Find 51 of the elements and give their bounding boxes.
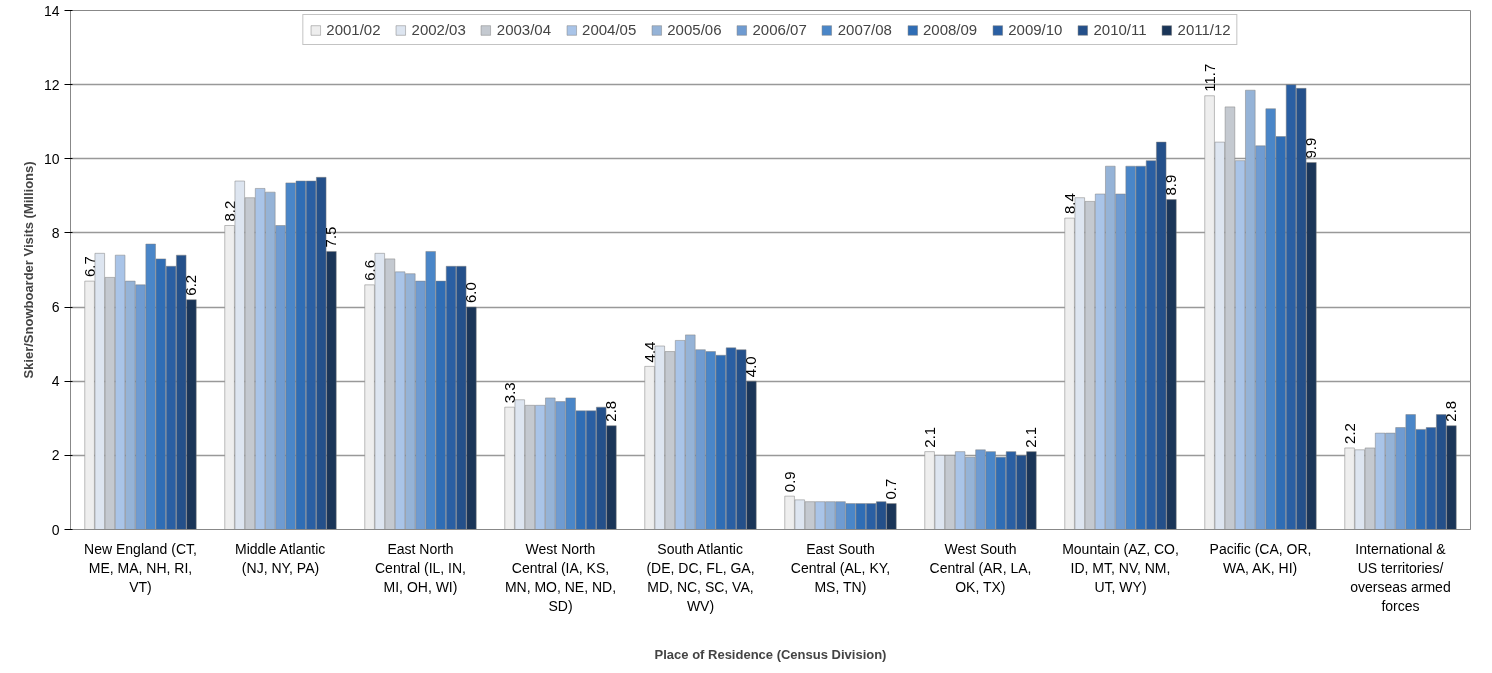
legend-label: 2004/05 <box>582 21 637 38</box>
x-tick-label: East South Central (AL, KY, MS, TN) <box>790 540 891 595</box>
data-label: 2.8 <box>602 400 620 422</box>
x-tick-label: International & US territories/ overseas armed forces <box>1350 540 1451 615</box>
y-tick-label: 10 <box>43 150 60 167</box>
data-label: 2.1 <box>920 426 938 448</box>
legend-label: 2011/12 <box>1177 21 1231 38</box>
legend-label: 2003/04 <box>496 21 552 38</box>
y-tick-label: 12 <box>43 76 60 93</box>
data-label: 6.6 <box>360 259 378 281</box>
data-label: 7.5 <box>322 226 340 248</box>
x-tick-label: New England (CT, ME, MA, NH, RI, VT) <box>84 540 197 595</box>
legend-label: 2008/09 <box>922 21 978 38</box>
legend-label: 2010/11 <box>1093 21 1147 38</box>
data-label: 8.9 <box>1162 174 1180 196</box>
y-tick-label: 4 <box>51 373 60 390</box>
x-tick-label: West North Central (IA, KS, MN, MO, NE, ND, SD) <box>504 540 617 615</box>
data-label: 2.8 <box>1442 400 1460 422</box>
y-tick-label: 2 <box>51 447 60 464</box>
y-axis-title: Skier/Snowboarder Visits (Millions) <box>20 161 36 379</box>
data-label: 0.7 <box>882 478 900 500</box>
data-label: 6.2 <box>182 274 200 296</box>
x-tick-label: South Atlantic (DE, DC, FL, GA, MD, NC, SC, VA, WV) <box>646 540 755 615</box>
data-label: 6.7 <box>80 256 98 278</box>
data-label: 9.9 <box>1302 137 1320 159</box>
x-tick-label: East North Central (IL, IN, MI, OH, WI) <box>374 540 467 595</box>
data-label: 4.4 <box>640 341 658 363</box>
legend-label: 2002/03 <box>411 21 466 38</box>
data-label: 2.2 <box>1340 423 1358 444</box>
y-tick-label: 6 <box>51 299 60 316</box>
legend-label: 2007/08 <box>837 21 892 38</box>
y-tick-label: 8 <box>51 224 60 241</box>
data-label: 6.0 <box>462 282 480 304</box>
legend-label: 2005/06 <box>667 21 722 38</box>
data-label: 11.7 <box>1200 63 1218 92</box>
x-tick-label: Mountain (AZ, CO, ID, MT, NV, NM, UT, WY) <box>1062 540 1179 595</box>
x-tick-label: West South Central (AR, LA, OK, TX) <box>929 540 1032 595</box>
x-axis-title: Place of Residence (Census Division) <box>654 647 887 663</box>
x-tick-label: Middle Atlantic (NJ, NY, PA) <box>234 540 326 576</box>
legend-label: 2009/10 <box>1008 21 1063 38</box>
legend-label: 2001/02 <box>326 21 381 38</box>
data-label: 3.3 <box>500 382 518 404</box>
x-tick-label: Pacific (CA, OR, WA, AK, HI) <box>1209 540 1312 576</box>
data-label: 0.9 <box>780 471 798 493</box>
data-label: 8.2 <box>220 200 238 222</box>
data-label: 2.1 <box>1022 426 1040 448</box>
data-label: 4.0 <box>742 356 760 378</box>
legend-label: 2006/07 <box>752 21 807 38</box>
y-tick-label: 0 <box>51 521 60 538</box>
y-tick-label: 14 <box>43 2 60 19</box>
data-label: 8.4 <box>1060 193 1078 215</box>
